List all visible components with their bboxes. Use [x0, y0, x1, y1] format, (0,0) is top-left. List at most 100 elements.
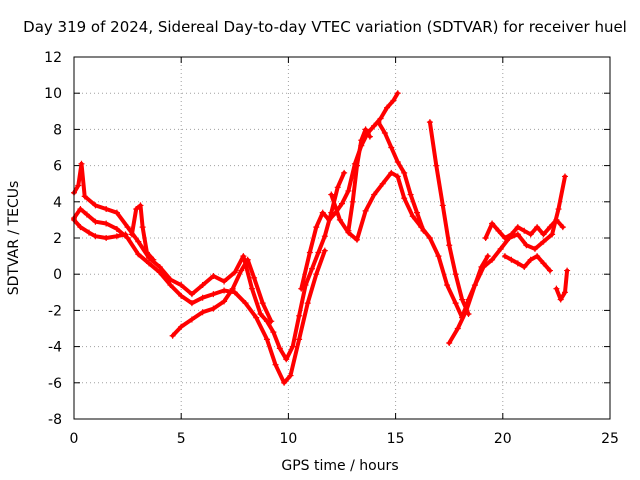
data-point: [540, 238, 547, 245]
data-point: [113, 233, 120, 240]
data-point: [124, 224, 131, 231]
data-point: [414, 209, 421, 216]
data-point: [313, 224, 320, 231]
y-tick-label: -4: [48, 340, 62, 356]
data-point: [336, 216, 343, 223]
x-tick-label: 10: [279, 431, 297, 447]
data-point: [315, 249, 322, 256]
data-point: [354, 236, 361, 243]
data-point: [371, 122, 378, 129]
data-point: [444, 282, 451, 289]
data-point: [244, 256, 251, 263]
data-point: [133, 206, 140, 213]
data-point: [257, 311, 264, 318]
data-point: [349, 198, 356, 205]
data-point: [420, 227, 427, 234]
y-tick-label: 10: [44, 86, 62, 102]
series-markers-s12: [501, 253, 553, 274]
data-point: [296, 336, 303, 343]
data-point: [501, 235, 508, 241]
series-line-s8: [376, 120, 426, 233]
data-point: [156, 269, 163, 276]
x-tick-label: 15: [387, 431, 405, 447]
series-markers-s14: [345, 126, 373, 234]
data-point: [143, 249, 150, 256]
y-tick-label: -6: [48, 376, 62, 392]
series-line-s1: [72, 161, 347, 362]
data-point: [394, 90, 401, 97]
series-line-s4: [129, 203, 156, 262]
data-point: [268, 318, 275, 325]
data-point: [231, 269, 238, 276]
x-axis-label: GPS time / hours: [281, 458, 398, 474]
data-point: [188, 300, 195, 307]
data-point: [527, 256, 534, 263]
data-point: [128, 231, 135, 238]
plot-frame: [73, 56, 611, 420]
data-point: [199, 309, 206, 316]
y-tick-label: 0: [53, 267, 62, 283]
data-point: [167, 282, 174, 289]
data-point: [313, 271, 320, 278]
data-point: [401, 169, 408, 176]
data-point: [124, 235, 131, 241]
data-point: [270, 329, 277, 336]
y-tick-label: 8: [53, 122, 62, 138]
data-point: [534, 224, 541, 231]
series-markers-s8: [375, 119, 427, 234]
data-point: [561, 289, 568, 296]
data-point: [92, 233, 99, 240]
data-point: [308, 265, 315, 272]
data-point: [146, 260, 153, 267]
data-point: [484, 253, 491, 260]
data-point: [188, 316, 195, 323]
data-point: [379, 180, 386, 187]
data-point: [103, 235, 110, 241]
data-point: [489, 256, 496, 263]
data-point: [546, 224, 553, 231]
data-point: [561, 173, 568, 180]
data-point: [546, 267, 553, 274]
data-point: [377, 115, 384, 122]
data-point: [345, 187, 352, 194]
data-point: [371, 191, 378, 198]
data-point: [534, 253, 541, 260]
data-point: [289, 343, 296, 350]
x-tick-label: 20: [494, 431, 512, 447]
data-point: [426, 235, 433, 241]
data-point: [221, 278, 228, 285]
data-point: [113, 225, 120, 232]
data-point: [463, 307, 470, 314]
data-point: [354, 162, 361, 169]
data-point: [446, 339, 453, 346]
data-point: [321, 233, 328, 240]
series-markers-s9: [426, 119, 472, 318]
data-point: [426, 119, 433, 126]
data-point: [242, 300, 249, 307]
data-point: [388, 144, 395, 151]
data-point: [281, 379, 288, 386]
data-point: [480, 263, 487, 270]
y-tick-label: 4: [53, 195, 62, 211]
data-point: [253, 314, 260, 321]
data-point: [553, 285, 560, 292]
data-point: [345, 227, 352, 234]
series-markers-s6: [298, 90, 401, 292]
chart-title: Day 319 of 2024, Sidereal Day-to-day VTE…: [23, 18, 627, 36]
x-tick-label: 25: [601, 431, 619, 447]
data-point: [452, 300, 459, 307]
data-point: [555, 206, 562, 213]
data-point: [306, 249, 313, 256]
data-point: [334, 184, 341, 191]
series-traces: [71, 90, 571, 386]
y-tick-label: -2: [48, 303, 62, 319]
data-point: [188, 291, 195, 298]
data-point: [103, 206, 110, 213]
data-point: [298, 285, 305, 292]
data-point: [287, 372, 294, 379]
data-point: [454, 325, 461, 332]
data-point: [394, 158, 401, 165]
data-point: [169, 332, 176, 339]
data-point: [514, 260, 521, 267]
